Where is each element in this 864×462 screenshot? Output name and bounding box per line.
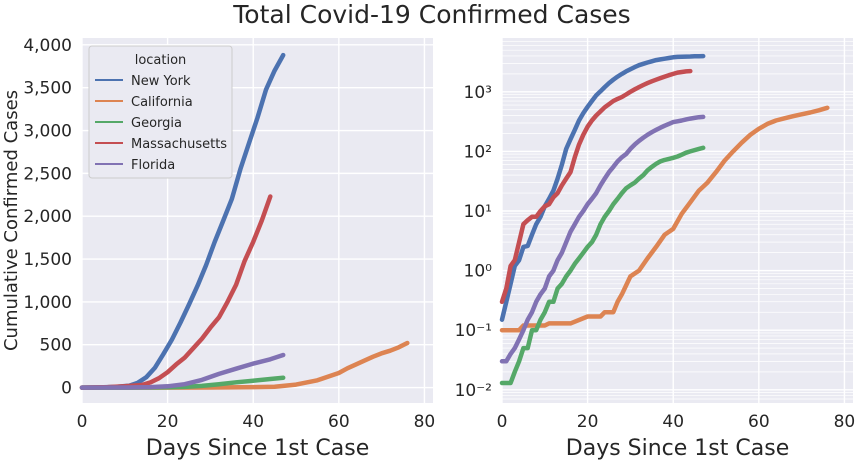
y-tick-label: 10⁰: [464, 262, 493, 282]
y-tick-label: 3,500: [23, 79, 72, 99]
legend-label-georgia: Georgia: [131, 116, 182, 131]
y-tick-label: 2,500: [23, 164, 72, 184]
y-tick-label: 10⁻¹: [455, 321, 492, 341]
legend-title: location: [135, 53, 187, 68]
y-tick-label: 10³: [464, 83, 492, 103]
series-line-california: [499, 105, 830, 333]
x-tick-label: 20: [577, 412, 599, 432]
figure-title: Total Covid-19 Confirmed Cases: [233, 0, 631, 29]
x-tick-label: 60: [328, 412, 350, 432]
x-axis-label: Days Since 1st Case: [566, 436, 789, 461]
linear-chart-panel: 0 20 40 60 80 0 500 1,000 1,500 2,000 2,500 3,000 3,…: [1, 36, 435, 461]
y-tick-label: 10¹: [464, 202, 492, 222]
x-tick-label: 20: [157, 412, 179, 432]
y-axis-label: Cumulative Confirmed Cases: [1, 90, 22, 351]
x-tick-label: 80: [834, 412, 856, 432]
legend-box: [88, 45, 233, 179]
x-tick-label: 80: [414, 412, 436, 432]
x-tick-label: 0: [77, 412, 88, 432]
x-axis-label: Days Since 1st Case: [146, 436, 369, 461]
y-tick-label: 4,000: [23, 36, 72, 56]
series-line-new-york: [499, 53, 706, 322]
y-tick-label: 0: [61, 379, 72, 399]
y-tick-label: 500: [40, 336, 72, 356]
legend-label-new-york: New York: [131, 74, 191, 89]
legend: location New York California Georgia Massach…: [88, 45, 233, 179]
x-tick-label: 40: [662, 412, 684, 432]
y-tick-label: 2,000: [23, 207, 72, 227]
y-tick-label: 10²: [464, 142, 492, 162]
y-tick-label: 1,000: [23, 293, 72, 313]
series-line-georgia: [499, 145, 706, 386]
series-line-florida: [499, 114, 706, 364]
x-tick-label: 0: [497, 412, 508, 432]
log-chart-panel: 0 20 40 60 80 10⁻² 10⁻¹ 10⁰ 10¹ 10² 10³ Days Since …: [455, 38, 856, 461]
legend-label-california: California: [131, 95, 193, 110]
y-tick-label: 10⁻²: [455, 381, 492, 401]
series-line-massachusetts: [499, 68, 693, 305]
legend-label-massachusetts: Massachusetts: [131, 137, 227, 152]
x-tick-label: 40: [242, 412, 264, 432]
y-tick-label: 3,000: [23, 122, 72, 142]
series-line-florida: [79, 352, 286, 390]
legend-label-florida: Florida: [131, 158, 175, 173]
y-tick-label: 1,500: [23, 250, 72, 270]
x-tick-label: 60: [748, 412, 770, 432]
